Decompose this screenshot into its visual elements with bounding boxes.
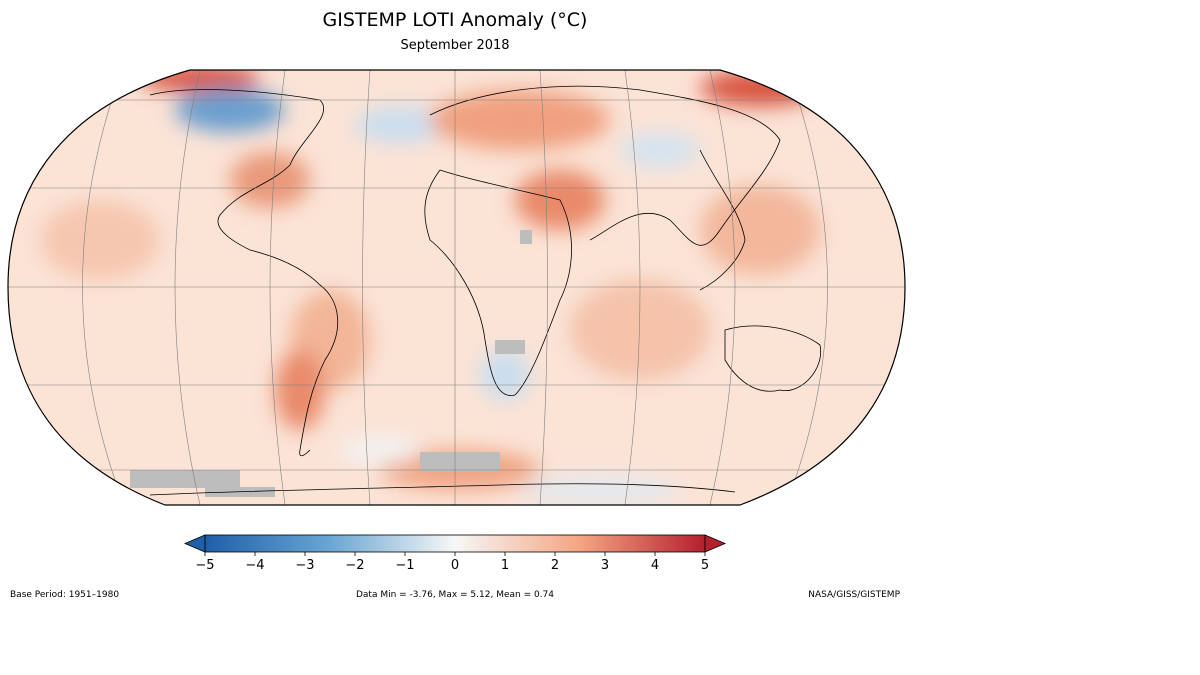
colorbar-tick-label: 1	[501, 558, 509, 573]
colorbar-ticks: −5 −4 −3 −2 −1 0 1 2 3 4 5	[195, 552, 709, 573]
graticule	[8, 70, 905, 505]
colorbar-tick-label: 2	[551, 558, 559, 573]
map-title: GISTEMP LOTI Anomaly (°C)	[322, 9, 588, 31]
colorbar-min-arrow	[183, 534, 206, 553]
credit-label: NASA/GISS/GISTEMP	[808, 590, 900, 600]
map-field	[8, 70, 905, 505]
colorbar-gradient	[204, 534, 706, 553]
data-stats-label: Data Min = -3.76, Max = 5.12, Mean = 0.7…	[355, 590, 555, 600]
coastlines	[149, 85, 822, 496]
colorbar-tick-label: 5	[701, 558, 709, 573]
ocean-base	[8, 70, 905, 505]
map-outline	[7, 69, 906, 506]
colorbar-max-arrow	[704, 534, 727, 553]
colorbar-tick-label: 0	[451, 558, 459, 573]
anomaly-patches	[40, 70, 820, 502]
colorbar-tick-label: −3	[295, 558, 314, 573]
colorbar-tick-label: 3	[601, 558, 609, 573]
colorbar-tick-label: −4	[245, 558, 264, 573]
base-period-label: Base Period: 1951–1980	[10, 590, 120, 600]
colorbar-tick-label: −2	[345, 558, 364, 573]
colorbar-tick-label: −5	[195, 558, 214, 573]
colorbar-tick-label: −1	[395, 558, 414, 573]
colorbar-tick-label: 4	[651, 558, 659, 573]
map-subtitle: September 2018	[400, 38, 510, 53]
